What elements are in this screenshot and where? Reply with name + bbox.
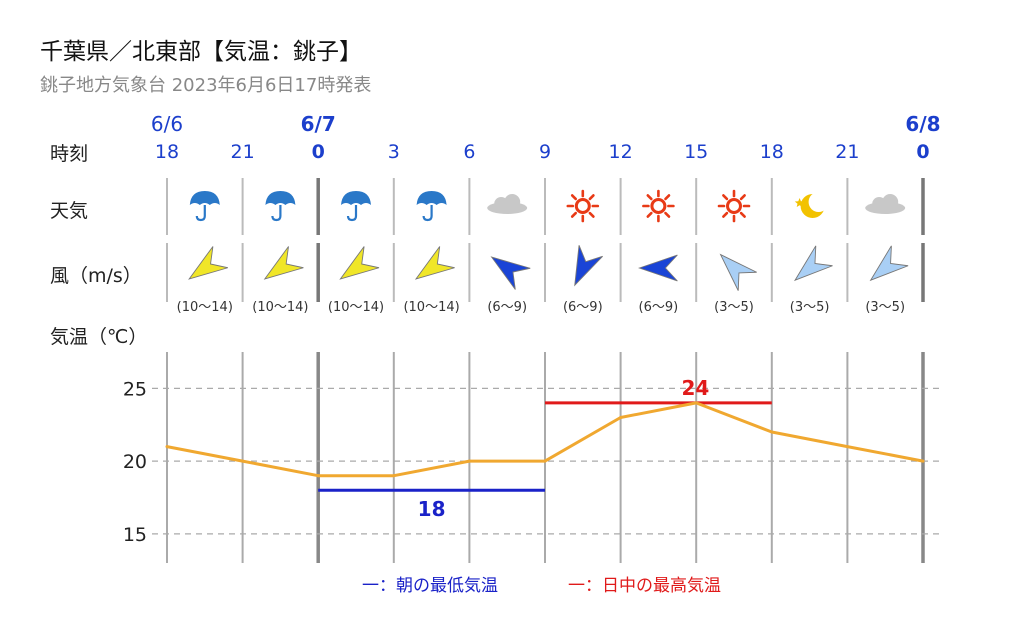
hour-tick-label: 15 [684, 141, 708, 163]
max-temp-label: 24 [681, 376, 709, 400]
y-tick-label: 20 [123, 451, 147, 473]
wind-arrow-icon [263, 246, 304, 280]
wind-speed-label: (10～14) [403, 300, 459, 315]
hour-tick-label: 3 [388, 141, 400, 163]
wind-speed-label: (6～9) [563, 300, 603, 315]
hour-tick-label: 12 [609, 141, 633, 163]
wind-speed-label: (10～14) [328, 300, 384, 315]
temp-row-label: 気温（℃） [50, 326, 147, 348]
min-temp-label: 18 [418, 497, 446, 521]
temperature-point [619, 415, 623, 419]
sun-icon [717, 189, 751, 223]
hour-tick-label: 21 [231, 141, 255, 163]
rain-umbrella-icon [416, 191, 447, 222]
cloud-icon [865, 194, 906, 214]
wind-speed-label: (10～14) [252, 300, 308, 315]
rain-umbrella-icon [189, 191, 220, 222]
hour-tick-label: 18 [760, 141, 784, 163]
rain-umbrella-icon [265, 191, 296, 222]
hour-tick-label: 21 [835, 141, 859, 163]
sun-icon [566, 189, 600, 223]
temperature-point [845, 445, 849, 449]
date-label: 6/6 [151, 112, 183, 136]
wind-speed-label: (10～14) [177, 300, 233, 315]
temperature-point [770, 430, 774, 434]
cloud-icon [487, 194, 528, 214]
wind-speed-label: (3～5) [714, 300, 754, 315]
wind-speed-label: (3～5) [790, 300, 830, 315]
sun-icon [642, 189, 675, 223]
page-title: 千葉県／北東部【気温：銚子】 [40, 39, 362, 65]
temperature-point [543, 459, 547, 463]
wind-arrow-icon [339, 246, 380, 280]
wind-speed-label: (6～9) [639, 300, 679, 315]
wind-arrow-icon [719, 253, 757, 291]
wind-arrow-icon [188, 246, 228, 280]
wind-speed-label: (6～9) [487, 300, 527, 315]
y-tick-label: 15 [123, 524, 147, 546]
temperature-point [694, 401, 698, 405]
rain-umbrella-icon [341, 191, 371, 222]
time-row-label: 時刻 [50, 143, 88, 165]
wind-arrow-icon [638, 254, 678, 282]
temperature-point [241, 459, 245, 463]
temperature-point [921, 459, 925, 463]
wind-row-label: 風（m/s） [50, 265, 142, 287]
legend-min: 一：朝の最低気温 [362, 576, 498, 596]
hour-tick-label: 9 [539, 141, 551, 163]
wind-speed-label: (3～5) [865, 300, 905, 315]
wind-arrow-icon [869, 245, 909, 282]
moon-star-icon [794, 192, 829, 218]
hour-tick-label: 0 [916, 141, 929, 163]
legend-max: 一：日中の最高気温 [568, 576, 721, 596]
wind-arrow-icon [490, 256, 531, 290]
date-label: 6/8 [905, 112, 940, 136]
date-label: 6/7 [301, 112, 336, 136]
y-tick-label: 25 [123, 378, 147, 400]
hour-tick-label: 6 [463, 141, 475, 163]
temperature-point [467, 459, 471, 463]
temperature-point [165, 445, 169, 449]
wind-arrow-icon [574, 245, 603, 287]
temperature-point [392, 474, 396, 478]
hour-tick-label: 0 [312, 141, 325, 163]
page-subtitle: 銚子地方気象台 2023年6月6日17時発表 [40, 75, 372, 96]
temperature-point [316, 474, 320, 478]
wind-arrow-icon [793, 245, 833, 282]
weather-row-label: 天気 [50, 200, 88, 222]
hour-tick-label: 18 [155, 141, 179, 163]
wind-arrow-icon [414, 246, 455, 280]
